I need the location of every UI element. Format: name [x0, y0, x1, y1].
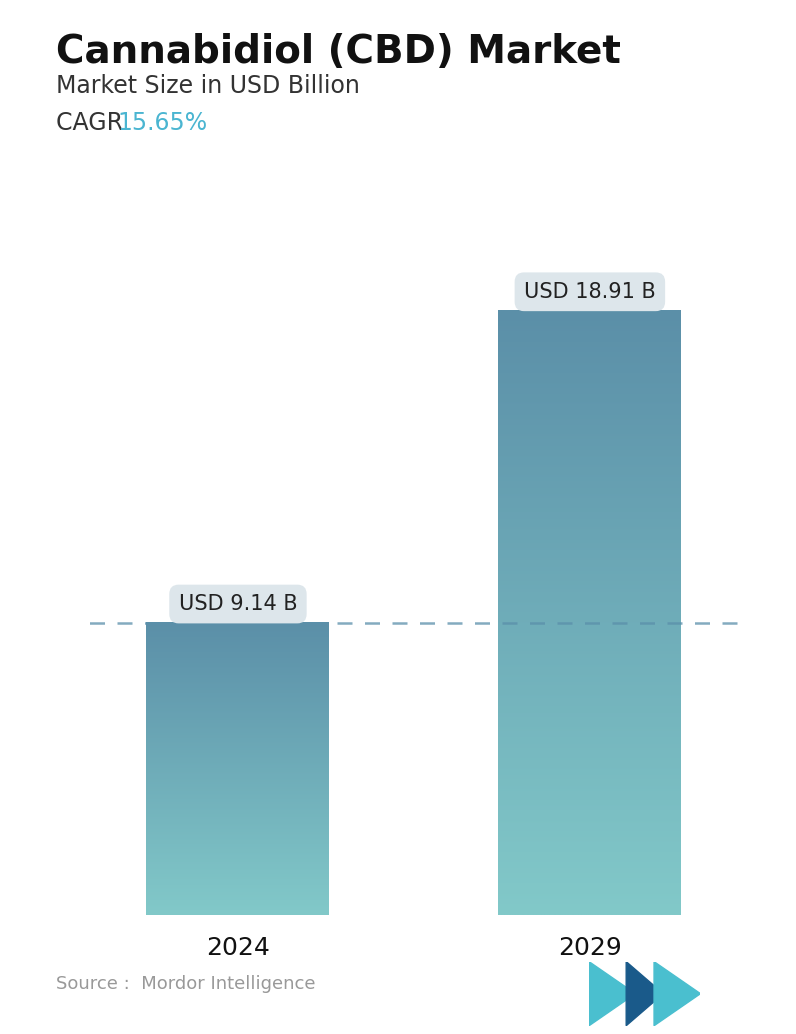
- Text: USD 9.14 B: USD 9.14 B: [178, 594, 297, 614]
- Text: Market Size in USD Billion: Market Size in USD Billion: [56, 74, 360, 98]
- Text: USD 18.91 B: USD 18.91 B: [524, 282, 656, 302]
- Polygon shape: [626, 962, 663, 1026]
- Text: Source :  Mordor Intelligence: Source : Mordor Intelligence: [56, 975, 315, 993]
- Text: Cannabidiol (CBD) Market: Cannabidiol (CBD) Market: [56, 33, 621, 71]
- Polygon shape: [654, 962, 700, 1026]
- Polygon shape: [224, 614, 252, 621]
- Text: CAGR: CAGR: [56, 111, 138, 134]
- Polygon shape: [589, 962, 635, 1026]
- Text: 15.65%: 15.65%: [118, 111, 208, 134]
- Polygon shape: [576, 302, 604, 309]
